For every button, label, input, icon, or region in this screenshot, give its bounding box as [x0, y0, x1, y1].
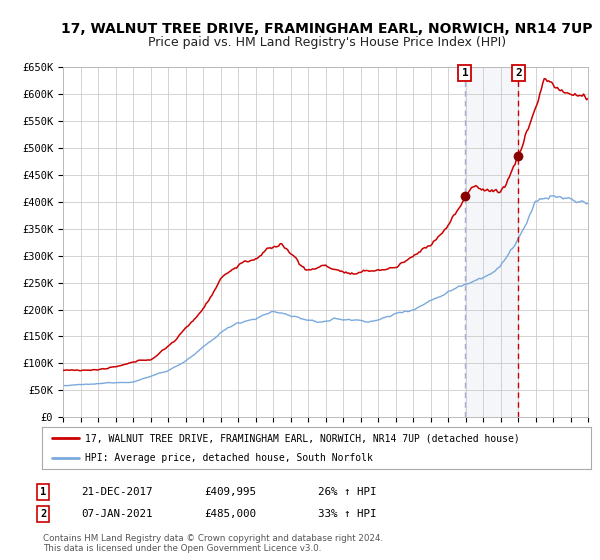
Text: This data is licensed under the Open Government Licence v3.0.: This data is licensed under the Open Gov…	[43, 544, 322, 553]
Text: 2: 2	[515, 68, 522, 78]
Text: Price paid vs. HM Land Registry's House Price Index (HPI): Price paid vs. HM Land Registry's House …	[148, 36, 506, 49]
Text: £409,995: £409,995	[204, 487, 256, 497]
Bar	[465, 67, 518, 417]
Text: HPI: Average price, detached house, South Norfolk: HPI: Average price, detached house, Sout…	[85, 453, 373, 463]
Text: £485,000: £485,000	[204, 509, 256, 519]
Text: 17, WALNUT TREE DRIVE, FRAMINGHAM EARL, NORWICH, NR14 7UP (detached house): 17, WALNUT TREE DRIVE, FRAMINGHAM EARL, …	[85, 433, 520, 443]
Text: 26% ↑ HPI: 26% ↑ HPI	[318, 487, 377, 497]
Text: 1: 1	[40, 487, 46, 497]
Text: 07-JAN-2021: 07-JAN-2021	[81, 509, 152, 519]
Text: 1: 1	[461, 68, 469, 78]
Text: 21-DEC-2017: 21-DEC-2017	[81, 487, 152, 497]
Text: 33% ↑ HPI: 33% ↑ HPI	[318, 509, 377, 519]
Text: 2: 2	[40, 509, 46, 519]
Text: Contains HM Land Registry data © Crown copyright and database right 2024.: Contains HM Land Registry data © Crown c…	[43, 534, 383, 543]
Text: 17, WALNUT TREE DRIVE, FRAMINGHAM EARL, NORWICH, NR14 7UP: 17, WALNUT TREE DRIVE, FRAMINGHAM EARL, …	[61, 22, 593, 36]
